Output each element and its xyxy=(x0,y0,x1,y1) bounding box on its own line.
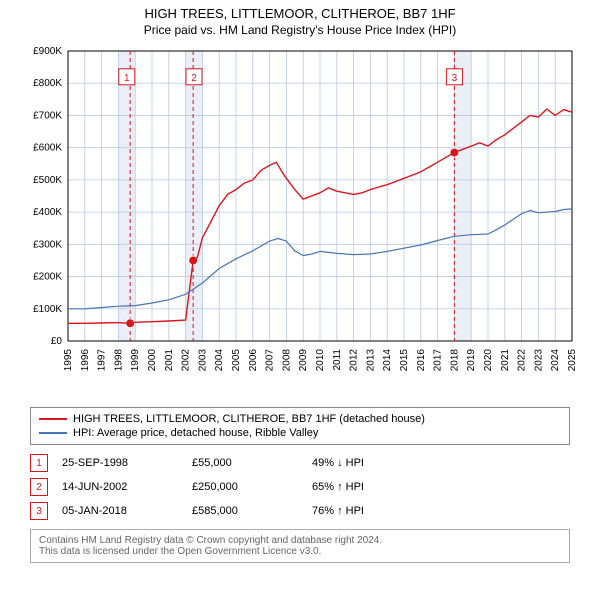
svg-text:2015: 2015 xyxy=(399,349,410,372)
svg-text:2012: 2012 xyxy=(349,349,360,372)
svg-text:£900K: £900K xyxy=(33,46,62,57)
event-delta: 49% ↓ HPI xyxy=(312,457,570,469)
svg-text:1997: 1997 xyxy=(97,349,108,372)
event-marker: 2 xyxy=(30,478,48,496)
legend-item: HIGH TREES, LITTLEMOOR, CLITHEROE, BB7 1… xyxy=(39,412,561,426)
event-marker: 1 xyxy=(30,454,48,472)
svg-text:2022: 2022 xyxy=(517,349,528,372)
svg-text:£100K: £100K xyxy=(33,304,62,315)
legend-swatch xyxy=(39,418,67,420)
svg-text:2017: 2017 xyxy=(433,349,444,372)
svg-text:£0: £0 xyxy=(51,336,63,347)
footer: Contains HM Land Registry data © Crown c… xyxy=(30,529,570,563)
events-table: 1 25-SEP-1998£55,00049% ↓ HPI 2 14-JUN-2002… xyxy=(30,451,570,523)
event-marker: 3 xyxy=(30,502,48,520)
svg-text:2013: 2013 xyxy=(365,349,376,372)
svg-text:2010: 2010 xyxy=(315,349,326,372)
svg-text:2019: 2019 xyxy=(466,349,477,372)
chart-title: HIGH TREES, LITTLEMOOR, CLITHEROE, BB7 1… xyxy=(0,6,600,21)
svg-text:2021: 2021 xyxy=(500,349,511,372)
svg-text:£300K: £300K xyxy=(33,239,62,250)
svg-text:2003: 2003 xyxy=(197,349,208,372)
svg-text:2008: 2008 xyxy=(281,349,292,372)
svg-text:2025: 2025 xyxy=(567,349,578,372)
legend-swatch xyxy=(39,432,67,434)
svg-text:1999: 1999 xyxy=(130,349,141,372)
svg-text:2014: 2014 xyxy=(382,349,393,372)
svg-text:1995: 1995 xyxy=(63,349,74,372)
svg-text:£700K: £700K xyxy=(33,110,62,121)
event-row: 1 25-SEP-1998£55,00049% ↓ HPI xyxy=(30,451,570,475)
svg-text:£200K: £200K xyxy=(33,272,62,283)
svg-text:£400K: £400K xyxy=(33,207,62,218)
legend-item: HPI: Average price, detached house, Ribb… xyxy=(39,426,561,440)
svg-text:1996: 1996 xyxy=(80,349,91,372)
legend-label: HIGH TREES, LITTLEMOOR, CLITHEROE, BB7 1… xyxy=(73,413,425,425)
footer-line-2: This data is licensed under the Open Gov… xyxy=(39,546,561,557)
svg-text:2004: 2004 xyxy=(214,349,225,372)
svg-text:2002: 2002 xyxy=(181,349,192,372)
svg-text:£500K: £500K xyxy=(33,175,62,186)
svg-text:3: 3 xyxy=(452,73,458,84)
svg-text:2011: 2011 xyxy=(332,349,343,371)
svg-text:2001: 2001 xyxy=(164,349,175,372)
event-delta: 76% ↑ HPI xyxy=(312,505,570,517)
svg-text:2020: 2020 xyxy=(483,349,494,372)
svg-text:2018: 2018 xyxy=(449,349,460,372)
svg-text:2016: 2016 xyxy=(416,349,427,372)
footer-line-1: Contains HM Land Registry data © Crown c… xyxy=(39,535,561,546)
svg-text:2005: 2005 xyxy=(231,349,242,372)
svg-text:2023: 2023 xyxy=(533,349,544,372)
chart-subtitle: Price paid vs. HM Land Registry's House … xyxy=(0,23,600,37)
svg-text:2: 2 xyxy=(191,73,197,84)
event-row: 2 14-JUN-2002£250,00065% ↑ HPI xyxy=(30,475,570,499)
svg-text:2006: 2006 xyxy=(248,349,259,372)
chart-container: HIGH TREES, LITTLEMOOR, CLITHEROE, BB7 1… xyxy=(0,0,600,563)
event-price: £55,000 xyxy=(192,457,312,469)
event-date: 25-SEP-1998 xyxy=(62,457,192,469)
event-price: £585,000 xyxy=(192,505,312,517)
event-date: 14-JUN-2002 xyxy=(62,481,192,493)
svg-text:2024: 2024 xyxy=(550,349,561,372)
event-delta: 65% ↑ HPI xyxy=(312,481,570,493)
svg-text:£800K: £800K xyxy=(33,78,62,89)
svg-text:£600K: £600K xyxy=(33,143,62,154)
svg-text:1998: 1998 xyxy=(113,349,124,372)
legend: HIGH TREES, LITTLEMOOR, CLITHEROE, BB7 1… xyxy=(30,407,570,445)
titles: HIGH TREES, LITTLEMOOR, CLITHEROE, BB7 1… xyxy=(0,0,600,41)
event-row: 3 05-JAN-2018£585,00076% ↑ HPI xyxy=(30,499,570,523)
chart: £0 £100K £200K £300K £400K £500K £600K £700K £80… xyxy=(20,41,580,401)
svg-text:2000: 2000 xyxy=(147,349,158,372)
event-price: £250,000 xyxy=(192,481,312,493)
svg-text:1: 1 xyxy=(124,73,130,84)
legend-label: HPI: Average price, detached house, Ribb… xyxy=(73,427,318,439)
event-date: 05-JAN-2018 xyxy=(62,505,192,517)
svg-text:2009: 2009 xyxy=(298,349,309,372)
chart-svg: £0 £100K £200K £300K £400K £500K £600K £700K £80… xyxy=(20,41,580,401)
svg-text:2007: 2007 xyxy=(265,349,276,372)
